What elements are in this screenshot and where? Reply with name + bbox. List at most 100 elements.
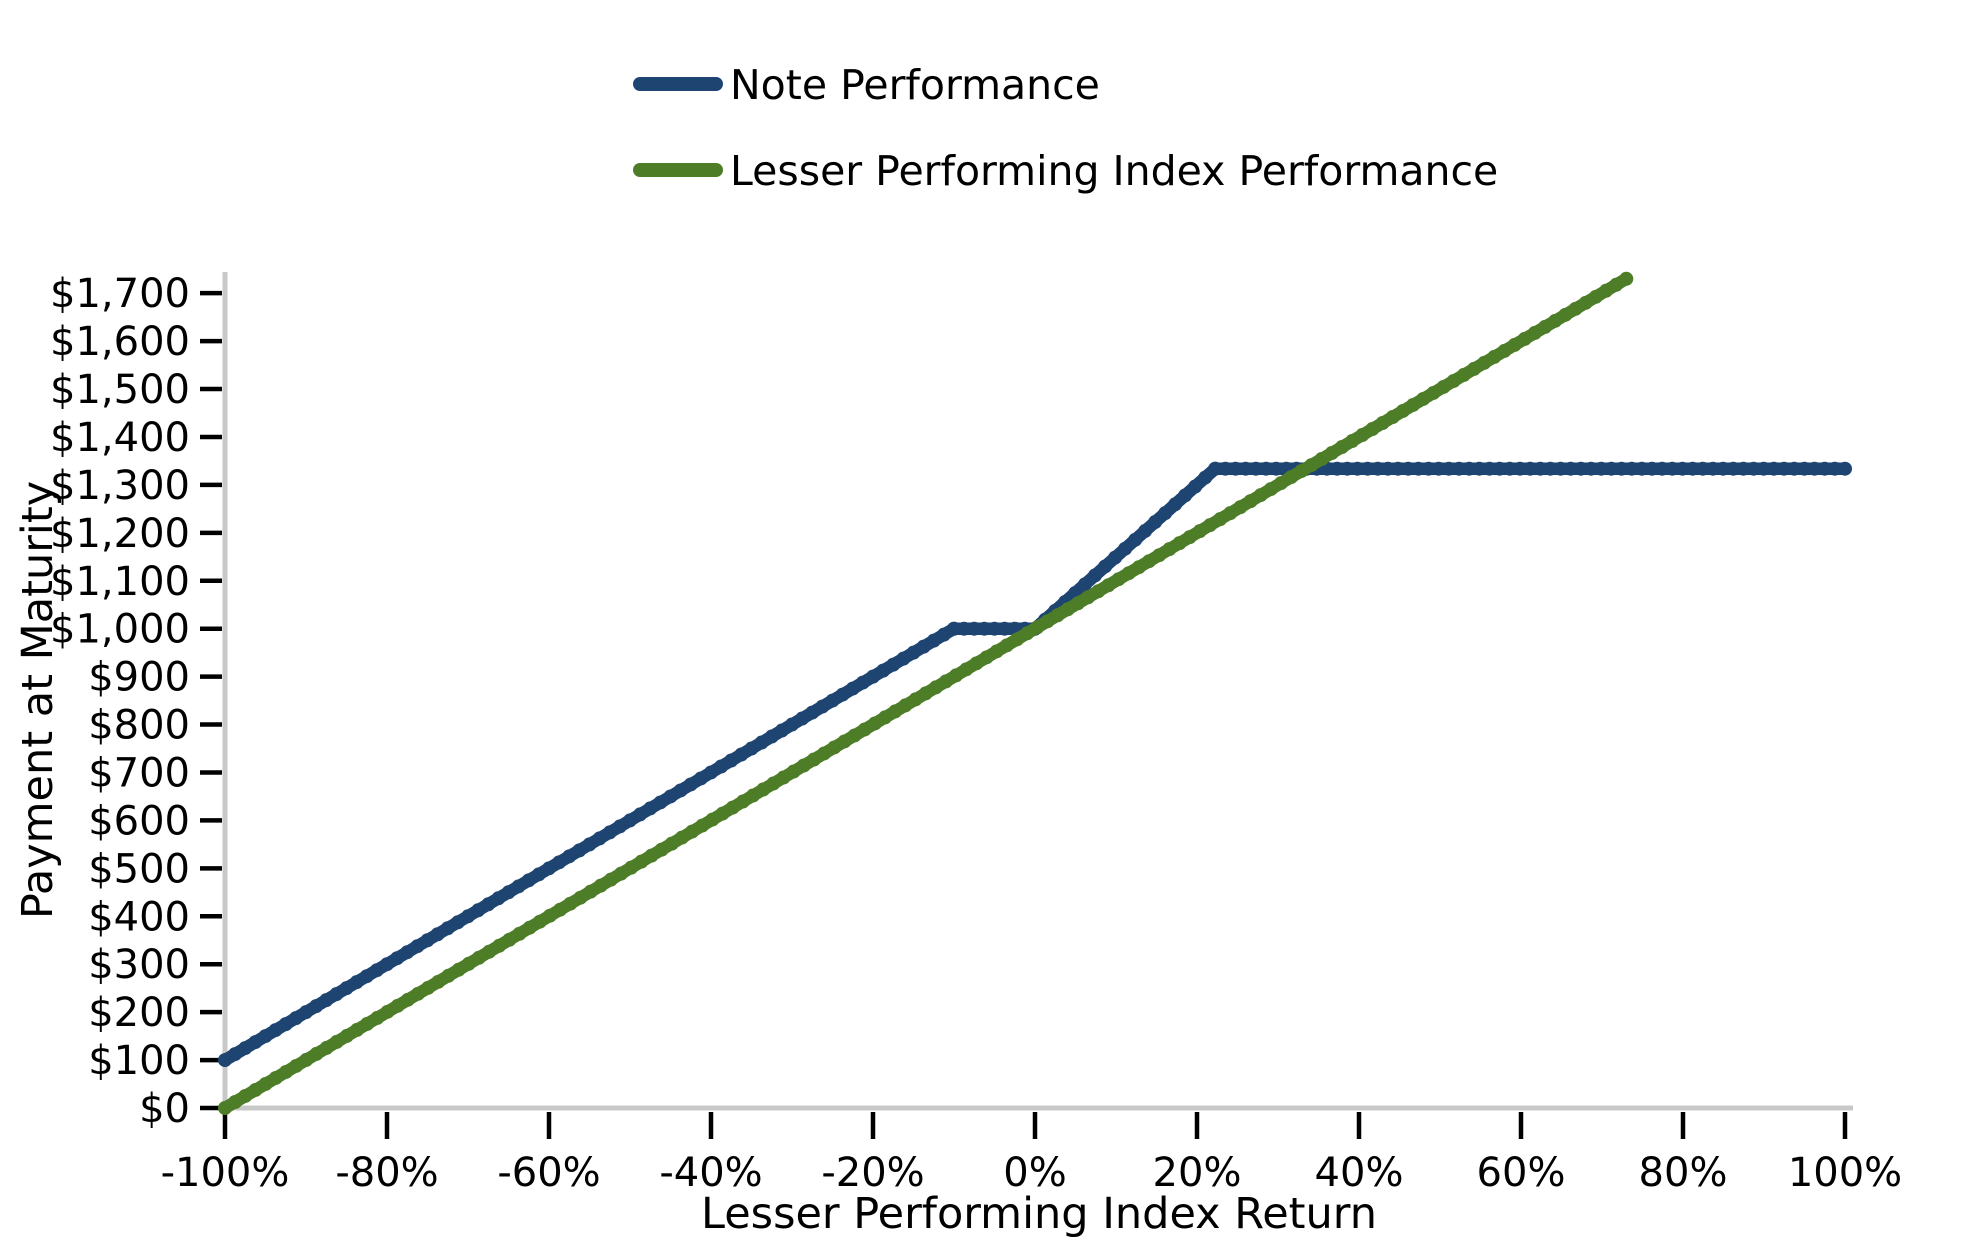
marker-dot — [1431, 461, 1446, 476]
marker-dot — [855, 675, 870, 690]
marker-dot — [1121, 566, 1136, 581]
marker-dot — [1324, 446, 1339, 461]
marker-dot — [926, 633, 941, 648]
marker-dot — [1817, 461, 1832, 476]
marker-dot — [898, 698, 913, 713]
marker-dot — [1050, 608, 1065, 623]
marker-dot — [1568, 301, 1583, 316]
marker-dot — [1401, 461, 1416, 476]
marker-dot — [1426, 385, 1441, 400]
marker-dot — [1152, 548, 1167, 563]
marker-dot — [218, 1101, 232, 1115]
marker-dot — [1350, 461, 1365, 476]
marker-dot — [1502, 461, 1517, 476]
marker-dot — [471, 903, 486, 918]
marker-dot — [957, 621, 972, 636]
marker-dot — [1118, 541, 1133, 556]
marker-dot — [837, 734, 852, 749]
marker-dot — [744, 741, 759, 756]
marker-dot — [339, 1028, 354, 1043]
marker-dot — [633, 807, 648, 822]
marker-dot — [238, 1088, 253, 1103]
marker-dot — [867, 716, 882, 731]
marker-dot — [511, 879, 526, 894]
marker-dot — [1604, 461, 1619, 476]
marker-dot — [1492, 461, 1507, 476]
marker-dot — [1655, 461, 1670, 476]
marker-dot — [553, 902, 568, 917]
legend-label-note-performance: Note Performance — [730, 61, 1100, 109]
marker-dot — [522, 920, 537, 935]
axes — [222, 272, 1853, 1111]
x-tick-label: 40% — [1315, 1150, 1404, 1196]
marker-dot — [359, 969, 374, 984]
marker-dot — [908, 692, 923, 707]
marker-dot — [888, 704, 903, 719]
marker-dot — [431, 974, 446, 989]
marker-dot — [1573, 461, 1588, 476]
marker-dot — [886, 657, 901, 672]
y-tick-label: $400 — [88, 894, 190, 940]
marker-dot — [949, 668, 964, 683]
marker-dot — [817, 746, 832, 761]
y-tick-label: $1,400 — [50, 415, 190, 461]
marker-dot — [997, 621, 1012, 636]
marker-dot — [1421, 461, 1436, 476]
x-tick-label: -80% — [335, 1150, 438, 1196]
marker-dot — [623, 813, 637, 828]
marker-dot — [959, 662, 974, 677]
marker-dot — [918, 686, 933, 701]
marker-dot — [1098, 559, 1113, 574]
marker-dot — [380, 1004, 395, 1019]
marker-dot — [1243, 494, 1258, 509]
marker-dot — [614, 866, 629, 881]
marker-dot — [420, 933, 435, 948]
marker-dot — [218, 1053, 232, 1068]
x-axis-ticks: -100% -80% -60% -40% -20% 0% 20% 40% 60% 80% 100% — [161, 1112, 1902, 1196]
marker-dot — [1345, 434, 1360, 449]
marker-dot — [1263, 482, 1278, 497]
y-tick-label: $1,500 — [50, 367, 190, 413]
marker-dot — [1462, 461, 1477, 476]
y-tick-label: $100 — [88, 1038, 190, 1084]
x-tick-label: -40% — [659, 1150, 762, 1196]
marker-dot — [1128, 532, 1143, 547]
marker-dot — [673, 783, 688, 798]
marker-dot — [1088, 568, 1103, 583]
marker-dot — [695, 818, 710, 833]
marker-dot — [776, 770, 791, 785]
marker-dot — [1624, 461, 1639, 476]
marker-dot — [1091, 584, 1106, 599]
marker-dot — [1138, 523, 1153, 538]
marker-dot — [1441, 461, 1456, 476]
marker-dot — [663, 789, 678, 804]
marker-dot — [835, 687, 850, 702]
marker-dot — [512, 926, 527, 941]
marker-dot — [644, 848, 659, 863]
marker-dot — [1588, 289, 1603, 304]
marker-dot — [532, 914, 547, 929]
marker-dot — [319, 1040, 334, 1055]
marker-dot — [806, 752, 821, 767]
marker-dot — [1213, 512, 1228, 527]
marker-dot — [228, 1047, 243, 1062]
marker-dot — [1178, 488, 1193, 503]
marker-dot — [421, 980, 436, 995]
marker-dot — [878, 710, 893, 725]
marker-dot — [1523, 461, 1538, 476]
x-tick-label: -100% — [161, 1150, 290, 1196]
marker-dot — [278, 1017, 293, 1032]
marker-dot — [289, 1058, 304, 1073]
marker-dot — [1695, 461, 1710, 476]
marker-dot — [928, 680, 943, 695]
marker-dot — [1665, 461, 1680, 476]
marker-dot — [339, 981, 354, 996]
marker-dot — [1330, 461, 1345, 476]
y-tick-label: $700 — [88, 750, 190, 796]
marker-dot — [1192, 524, 1207, 539]
marker-dot — [693, 771, 708, 786]
marker-dot — [815, 699, 830, 714]
marker-dot — [906, 645, 921, 660]
marker-dot — [603, 872, 618, 887]
